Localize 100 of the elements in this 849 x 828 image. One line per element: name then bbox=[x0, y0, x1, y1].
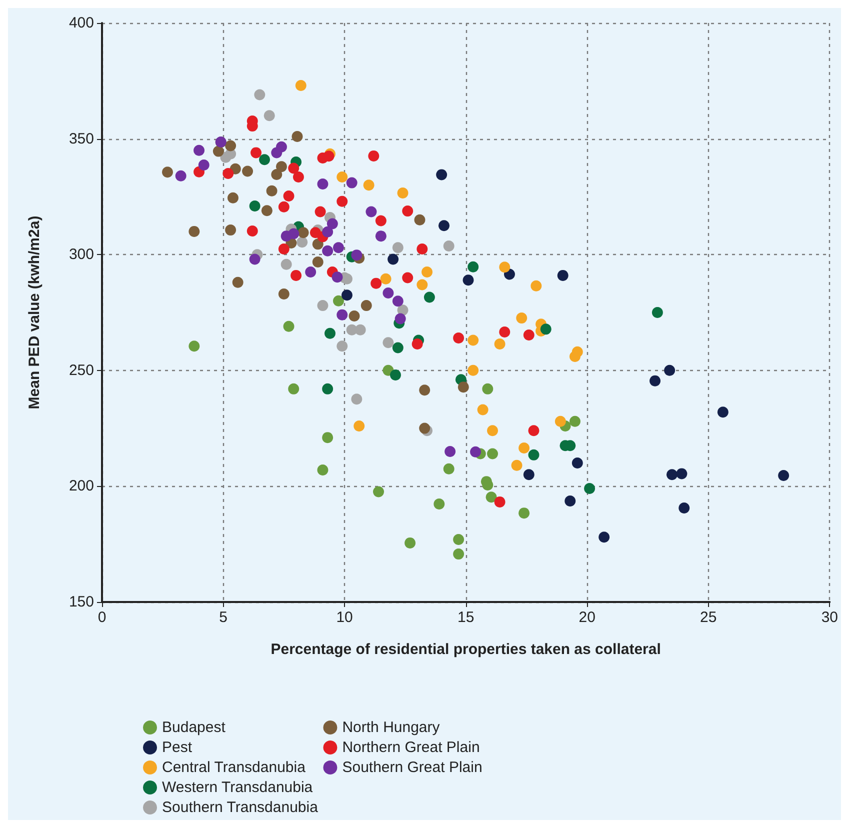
point bbox=[246, 225, 258, 236]
point bbox=[227, 192, 238, 204]
point bbox=[523, 329, 534, 340]
point bbox=[664, 364, 676, 376]
x-tick-label: 15 bbox=[457, 609, 474, 626]
x-tick-label: 25 bbox=[700, 609, 717, 626]
x-tick-label: 5 bbox=[219, 609, 228, 626]
y-tick-label: 150 bbox=[68, 594, 94, 610]
point bbox=[388, 254, 399, 265]
point bbox=[717, 406, 728, 418]
point bbox=[288, 383, 300, 394]
point bbox=[584, 483, 596, 494]
point bbox=[494, 496, 506, 508]
point bbox=[530, 280, 542, 292]
point bbox=[336, 340, 348, 352]
point bbox=[443, 463, 454, 474]
point bbox=[314, 206, 326, 218]
point bbox=[443, 240, 454, 252]
point bbox=[468, 364, 479, 376]
point bbox=[370, 278, 382, 289]
point bbox=[404, 537, 416, 548]
point bbox=[298, 227, 309, 238]
point bbox=[499, 262, 510, 273]
point bbox=[554, 416, 566, 427]
point bbox=[225, 140, 236, 152]
point bbox=[516, 312, 528, 324]
point bbox=[336, 309, 348, 320]
point bbox=[354, 420, 365, 432]
legend-label: Central Transdanubia bbox=[162, 759, 306, 776]
point bbox=[198, 159, 210, 170]
point bbox=[416, 244, 428, 255]
point bbox=[333, 295, 344, 306]
y-tick-label: 200 bbox=[68, 478, 94, 495]
point bbox=[351, 394, 362, 405]
point bbox=[678, 502, 690, 514]
y-tick-label: 300 bbox=[68, 246, 94, 264]
point bbox=[523, 469, 534, 480]
point bbox=[382, 337, 394, 348]
point bbox=[652, 307, 663, 318]
point bbox=[375, 230, 386, 242]
point bbox=[295, 80, 306, 92]
point bbox=[317, 178, 328, 190]
point bbox=[366, 206, 377, 218]
point bbox=[322, 383, 334, 394]
point bbox=[416, 279, 428, 290]
point bbox=[333, 242, 344, 254]
point bbox=[212, 146, 224, 157]
point bbox=[254, 89, 266, 100]
legend-label: North Hungary bbox=[342, 719, 440, 736]
point bbox=[360, 300, 372, 312]
point bbox=[276, 161, 287, 172]
point bbox=[390, 370, 401, 381]
point bbox=[232, 276, 244, 288]
point bbox=[487, 448, 498, 460]
point bbox=[317, 464, 328, 476]
point bbox=[458, 382, 469, 393]
point bbox=[392, 296, 404, 307]
point bbox=[188, 226, 200, 237]
point bbox=[518, 508, 530, 519]
point bbox=[436, 169, 448, 180]
x-axis-title: Percentage of residential properties taken as collateral bbox=[270, 641, 661, 658]
point bbox=[462, 274, 474, 286]
point bbox=[572, 458, 583, 469]
point bbox=[382, 288, 394, 299]
point bbox=[392, 342, 404, 354]
point bbox=[557, 270, 568, 281]
point bbox=[288, 228, 300, 240]
point bbox=[288, 162, 300, 174]
point bbox=[305, 266, 316, 278]
point bbox=[348, 310, 360, 322]
point bbox=[453, 534, 464, 545]
point bbox=[650, 375, 661, 386]
point bbox=[518, 442, 530, 454]
point bbox=[271, 168, 282, 180]
point bbox=[283, 190, 294, 202]
point bbox=[468, 334, 479, 346]
point bbox=[250, 147, 262, 158]
y-tick-label: 400 bbox=[68, 14, 94, 32]
point bbox=[468, 261, 479, 272]
point bbox=[392, 242, 404, 254]
point bbox=[242, 166, 254, 177]
point bbox=[259, 154, 270, 166]
point bbox=[283, 320, 294, 332]
point bbox=[402, 272, 414, 284]
point bbox=[402, 206, 414, 217]
point bbox=[296, 236, 308, 248]
point bbox=[354, 324, 366, 336]
point bbox=[419, 384, 430, 396]
legend-label: Budapest bbox=[162, 719, 226, 736]
point bbox=[487, 425, 498, 436]
point bbox=[249, 254, 260, 265]
x-tick-label: 20 bbox=[578, 609, 596, 626]
point bbox=[249, 200, 260, 212]
point bbox=[528, 425, 540, 436]
point bbox=[444, 446, 456, 457]
point bbox=[540, 324, 552, 335]
point bbox=[486, 492, 497, 503]
point bbox=[422, 266, 433, 278]
point bbox=[676, 468, 688, 480]
point bbox=[278, 288, 290, 300]
